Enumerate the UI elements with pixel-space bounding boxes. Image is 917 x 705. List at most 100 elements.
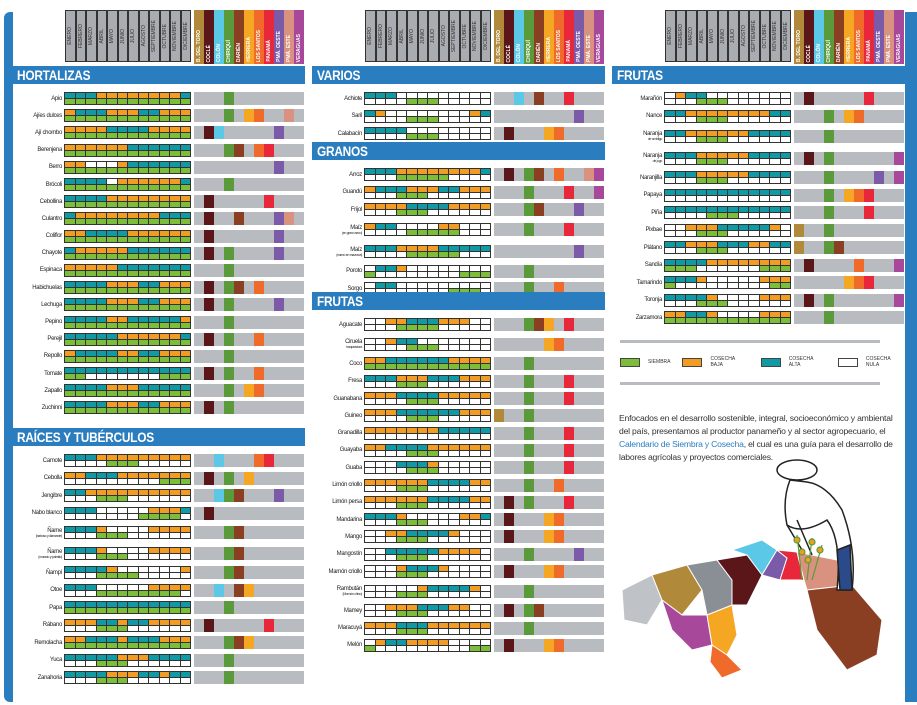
province-cell — [264, 654, 274, 667]
siembra-cell — [149, 202, 159, 208]
sowing-strip — [65, 374, 190, 380]
cosecha-alta-cell — [107, 654, 117, 660]
province-cell — [504, 186, 514, 199]
siembra-cell — [149, 608, 159, 614]
province-header: COCLÉ — [504, 10, 514, 64]
cosecha-alta-cell — [138, 264, 148, 270]
cosecha-baja-cell — [170, 637, 180, 643]
province-cell — [274, 454, 284, 467]
cosecha-alta-cell — [375, 224, 385, 229]
cosecha-baja-cell — [759, 277, 769, 283]
cosecha-alta-cell — [96, 282, 106, 288]
harvest-strip — [65, 472, 190, 478]
cosecha-nula-cell — [159, 461, 169, 467]
siembra-cell — [117, 270, 127, 276]
month-grid — [364, 203, 491, 217]
siembra-cell — [159, 408, 169, 414]
cosecha-nula-cell — [717, 283, 727, 289]
cosecha-baja-cell — [149, 548, 159, 553]
province-cell — [194, 384, 204, 397]
province-header: PANAMÁ — [564, 10, 574, 64]
crop-row: Otoe — [12, 582, 305, 600]
cosecha-alta-cell — [480, 246, 490, 251]
cosecha-baja-cell — [149, 527, 159, 532]
cosecha-baja-cell — [470, 204, 480, 210]
province-label: VERAGUAS — [896, 33, 902, 62]
sowing-strip — [665, 99, 790, 105]
siembra-cell — [428, 325, 438, 331]
siembra-cell — [128, 339, 138, 345]
cosecha-alta-cell — [459, 496, 469, 502]
province-cell-active — [274, 246, 284, 260]
month-grid — [64, 583, 191, 597]
siembra-cell — [128, 167, 138, 173]
province-cell — [204, 144, 214, 157]
province-cell — [294, 126, 304, 139]
siembra-cell — [75, 391, 85, 397]
siembra-cell — [86, 356, 96, 362]
crop-label: Brócoli — [12, 182, 64, 188]
crop-label: Guanabana — [312, 396, 364, 402]
siembra-cell — [438, 175, 448, 181]
province-cell — [884, 130, 894, 143]
province-cell-active — [564, 392, 574, 406]
cosecha-nula-cell — [759, 213, 769, 219]
cosecha-alta-cell — [480, 110, 490, 116]
province-cell-active — [274, 212, 284, 226]
sowing-strip — [365, 134, 490, 140]
cosecha-nula-cell — [686, 178, 696, 184]
cosecha-alta-cell — [717, 207, 727, 213]
crop-name: Limón criollo — [332, 482, 362, 489]
cosecha-nula-cell — [480, 93, 490, 99]
cosecha-nula-cell — [438, 289, 448, 295]
province-cell — [574, 392, 584, 405]
province-cell — [574, 479, 584, 492]
cosecha-nula-cell — [365, 399, 375, 405]
section: VARIOS Achiote Saril Calabacín — [312, 66, 605, 143]
cosecha-alta-cell — [396, 393, 406, 399]
cosecha-nula-cell — [396, 230, 406, 235]
crop-row: Guandú — [312, 184, 605, 202]
cosecha-baja-cell — [128, 672, 138, 678]
siembra-cell — [365, 645, 375, 651]
cosecha-alta-cell — [96, 299, 106, 305]
crop-row: Fresa — [312, 373, 605, 390]
cosecha-nula-cell — [170, 496, 180, 502]
province-cell — [544, 479, 554, 492]
siembra-cell — [180, 643, 190, 649]
cosecha-nula-cell — [459, 110, 469, 116]
cosecha-baja-cell — [365, 186, 375, 192]
siembra-cell — [396, 520, 406, 526]
siembra-cell — [180, 219, 190, 225]
province-cell-active — [794, 223, 804, 237]
cosecha-baja-cell — [396, 319, 406, 325]
province-cell — [284, 384, 294, 397]
siembra-cell — [65, 643, 75, 649]
cosecha-nula-cell — [65, 513, 75, 519]
cosecha-baja-cell — [696, 277, 706, 283]
province-cell — [544, 392, 554, 405]
province-cell — [214, 671, 224, 684]
province-cell — [264, 547, 274, 560]
cosecha-alta-cell — [728, 189, 738, 195]
cosecha-nula-cell — [770, 158, 780, 164]
sowing-strip — [365, 554, 490, 560]
sowing-strip — [365, 591, 490, 597]
province-label: CHIRIQUÍ — [526, 39, 532, 63]
province-cell-active — [224, 671, 234, 685]
harvest-strip — [665, 152, 790, 158]
month-grid — [664, 223, 791, 237]
province-bar — [194, 298, 304, 312]
province-cell — [594, 245, 604, 258]
province-cell-active — [244, 384, 254, 398]
cosecha-nula-cell — [128, 533, 138, 538]
siembra-cell — [717, 248, 727, 254]
province-cell — [244, 126, 254, 139]
province-cell — [534, 392, 544, 405]
siembra-cell — [759, 318, 769, 324]
cosecha-nula-cell — [96, 584, 106, 590]
cosecha-nula-cell — [449, 611, 459, 617]
siembra-cell — [96, 236, 106, 242]
province-cell — [564, 357, 574, 370]
siembra-cell — [417, 381, 427, 387]
